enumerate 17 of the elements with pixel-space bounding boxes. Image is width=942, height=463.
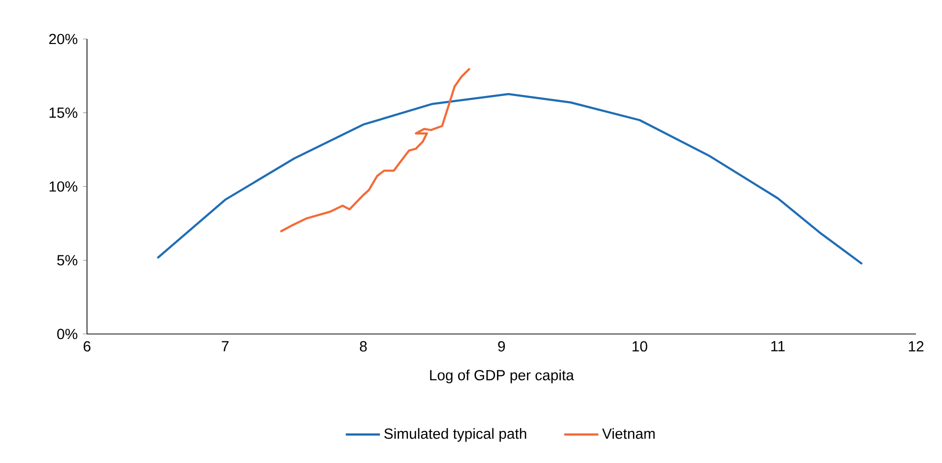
x-tick-label: 11	[771, 341, 785, 352]
y-tick-label: 10%	[50, 181, 78, 192]
y-tick-label: 5%	[57, 255, 78, 266]
x-tick-label: 10	[632, 341, 648, 352]
x-tick-label: 12	[908, 341, 924, 352]
line-series	[156, 92, 864, 265]
y-tick-label: 15%	[50, 108, 78, 118]
legend-label: Simulated typical path	[384, 428, 526, 442]
x-tick-label: 9	[498, 341, 505, 352]
line-series	[279, 67, 471, 233]
y-tick-label: 20%	[49, 34, 78, 44]
x-tick-label: 7	[222, 341, 229, 352]
x-tick-label: 8	[360, 341, 367, 352]
legend-label: Vietnam	[602, 428, 655, 439]
x-tick-label: 6	[84, 341, 90, 352]
x-axis-title: Log of GDP per capita	[430, 370, 574, 384]
y-tick-label: 0%	[57, 328, 78, 340]
